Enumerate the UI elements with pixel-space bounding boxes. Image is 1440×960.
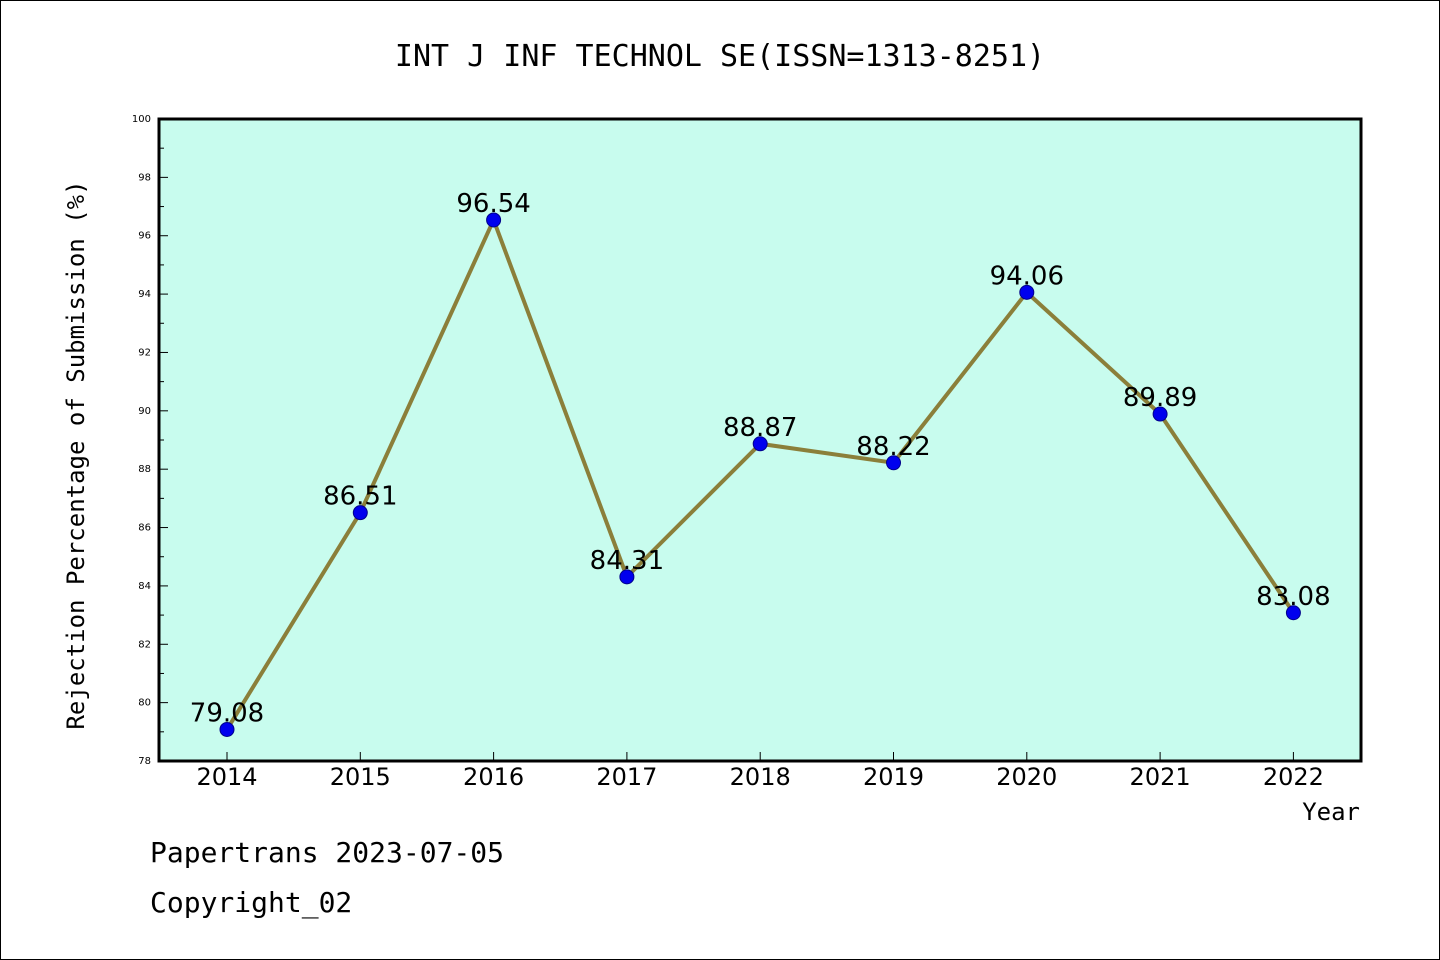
footer-copyright: Copyright_02 [150, 886, 353, 919]
x-tick-label: 2022 [1263, 763, 1324, 791]
data-point [219, 721, 235, 737]
data-label: 96.54 [456, 189, 530, 219]
x-tick-label: 2020 [996, 763, 1057, 791]
y-axis: 78 80 82 84 86 88 90 92 94 96 98 100 [132, 114, 168, 767]
data-point [886, 455, 901, 471]
y-tick-label: 98 [138, 172, 151, 183]
y-tick-label: 96 [138, 231, 151, 242]
data-label: 88.22 [856, 432, 930, 462]
y-tick-label: 82 [138, 639, 151, 650]
x-tick-label: 2018 [730, 763, 791, 791]
y-tick-label: 88 [138, 464, 151, 475]
y-tick-label: 92 [138, 347, 151, 358]
y-tick-label: 84 [138, 581, 151, 592]
x-axis-title: Year [1302, 798, 1360, 826]
data-point [486, 212, 502, 228]
chart-title: INT J INF TECHNOL SE(ISSN=1313-8251) [395, 39, 1045, 74]
x-tick-label: 2017 [596, 763, 657, 791]
data-point [352, 505, 368, 521]
data-label: 88.87 [723, 413, 797, 443]
y-axis-title: Rejection Percentage of Submission (%) [62, 180, 90, 729]
data-label: 79.08 [190, 698, 264, 728]
y-tick-label: 86 [138, 523, 151, 534]
data-label: 86.51 [323, 482, 397, 512]
data-label: 84.31 [590, 546, 664, 576]
data-labels: 79.08 86.51 96.54 84.31 88.87 88.22 94.06 89.89… [190, 189, 1331, 729]
x-tick-label: 2015 [330, 763, 391, 791]
y-tick-label: 90 [138, 406, 151, 417]
series-markers [219, 212, 1301, 737]
y-tick-label: 80 [138, 698, 151, 709]
y-tick-label: 100 [132, 114, 151, 125]
data-label: 94.06 [990, 261, 1064, 291]
data-point [619, 569, 635, 585]
data-point [1285, 605, 1301, 621]
x-axis: 2014 2015 2016 2017 2018 2019 2020 2021 2022 [196, 752, 1324, 791]
data-point [752, 436, 768, 452]
data-label: 89.89 [1123, 383, 1197, 413]
y-tick-label: 78 [138, 756, 151, 767]
data-label: 83.08 [1256, 582, 1330, 612]
x-tick-label: 2016 [463, 763, 524, 791]
data-point [1152, 406, 1168, 422]
x-tick-label: 2021 [1130, 763, 1191, 791]
footer-date: Papertrans 2023-07-05 [150, 836, 505, 869]
x-tick-label: 2019 [863, 763, 924, 791]
x-tick-label: 2014 [196, 763, 257, 791]
y-tick-label: 94 [138, 289, 151, 300]
data-point [1019, 284, 1035, 300]
